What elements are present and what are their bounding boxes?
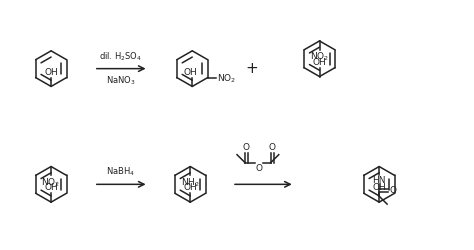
Text: dil. H$_2$SO$_4$: dil. H$_2$SO$_4$ [99, 50, 142, 63]
Text: NH$_2$: NH$_2$ [181, 176, 200, 189]
Text: HN: HN [373, 176, 386, 186]
Text: NO$_2$: NO$_2$ [41, 176, 61, 189]
Text: O: O [268, 143, 275, 152]
Text: OH: OH [372, 183, 386, 192]
Text: NaNO$_3$: NaNO$_3$ [106, 74, 136, 87]
Text: OH: OH [44, 68, 58, 76]
Text: OH: OH [183, 183, 197, 192]
Text: OH: OH [44, 183, 58, 192]
Text: NaBH$_4$: NaBH$_4$ [106, 166, 135, 178]
Text: OH: OH [313, 58, 327, 67]
Text: +: + [246, 61, 258, 76]
Text: NO$_2$: NO$_2$ [310, 51, 329, 63]
Text: NO$_2$: NO$_2$ [217, 72, 236, 85]
Text: O: O [242, 143, 249, 152]
Text: O: O [389, 186, 396, 195]
Text: OH: OH [183, 68, 197, 76]
Text: O: O [255, 164, 263, 172]
